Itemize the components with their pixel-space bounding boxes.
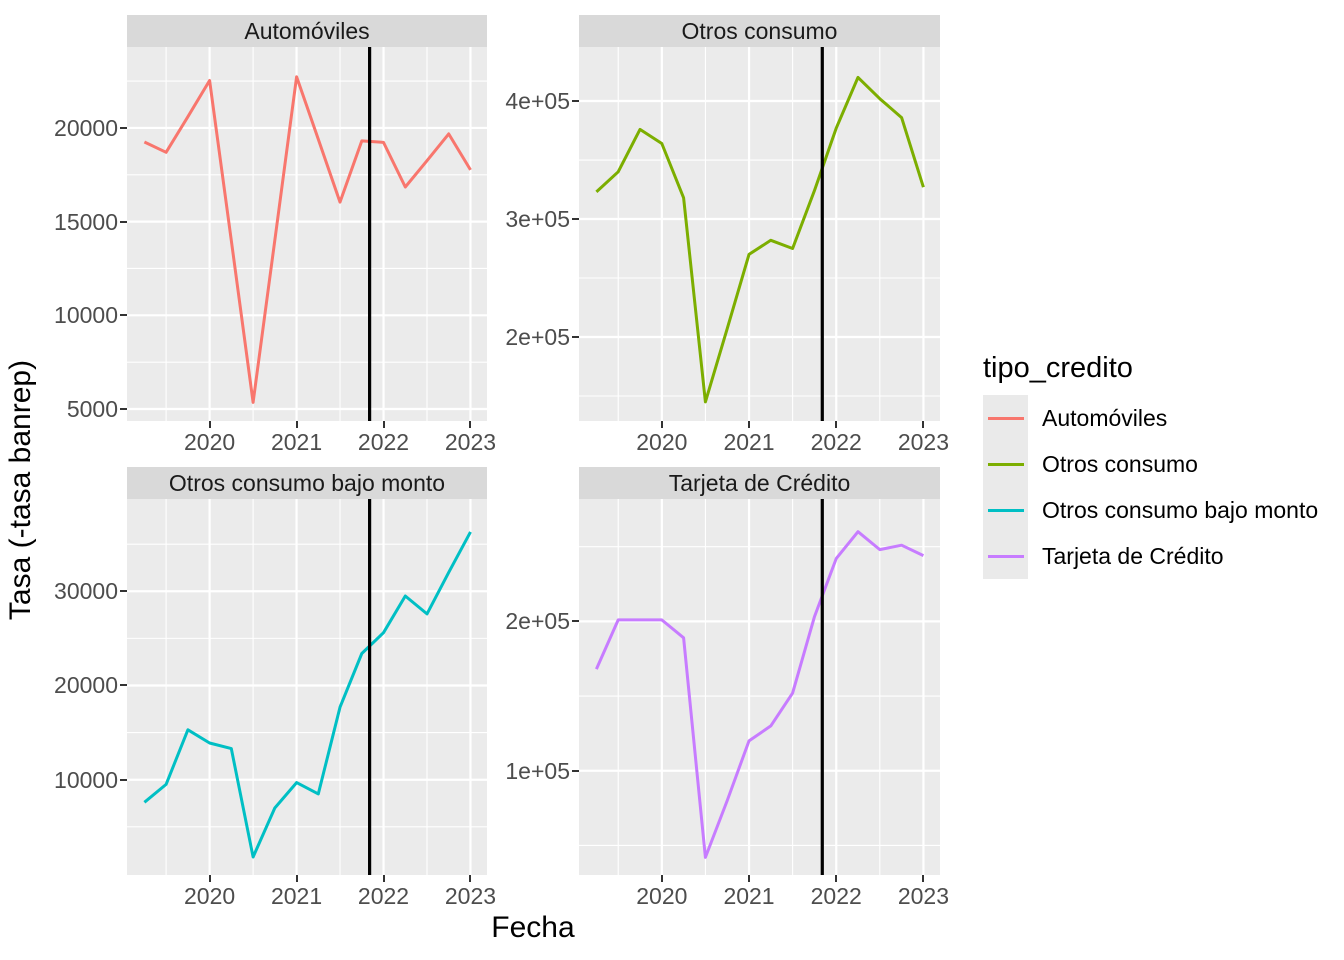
legend-title: tipo_credito — [983, 352, 1133, 384]
x-tick-mark — [295, 875, 298, 882]
legend-key-line-icon — [987, 554, 1024, 558]
legend-item-label: Tarjeta de Crédito — [1042, 542, 1224, 569]
x-tick-label: 2023 — [444, 429, 497, 455]
x-tick-mark — [208, 421, 211, 428]
series-line — [143, 531, 472, 859]
panel-otros-consumo: Otros consumo — [579, 15, 940, 421]
legend-item-label: Otros consumo — [1042, 450, 1198, 477]
legend-key-line-icon — [987, 508, 1024, 512]
y-tick-label: 3e+05 — [505, 206, 570, 233]
y-tick-label: 4e+05 — [505, 88, 570, 115]
y-tick-mark — [572, 218, 579, 221]
legend-items: Automóviles Otros consumo Otros consumo ba… — [983, 395, 1318, 579]
facet-strip: Otros consumo — [579, 15, 940, 47]
series-line — [595, 530, 925, 859]
x-tick-label: 2022 — [357, 883, 410, 909]
x-axis-title: Fecha — [491, 911, 575, 944]
x-tick-mark — [382, 875, 385, 882]
y-tick-label: 10000 — [54, 766, 118, 793]
x-tick-label: 2021 — [270, 429, 323, 455]
x-tick-label: 2020 — [184, 429, 236, 455]
legend-key — [983, 487, 1028, 533]
x-tick-mark — [748, 875, 751, 882]
legend-key — [983, 441, 1028, 487]
legend: tipo_credito Automóviles Otros consumo Otr… — [983, 352, 1318, 579]
y-tick-mark — [572, 620, 579, 623]
y-tick-mark — [120, 126, 127, 129]
legend-item-label: Automóviles — [1042, 404, 1168, 431]
y-tick-mark — [572, 335, 579, 338]
series-line — [143, 75, 472, 404]
y-tick-mark — [120, 590, 127, 593]
y-tick-mark — [120, 408, 127, 410]
legend-item: Otros consumo — [983, 441, 1318, 487]
facet-strip: Otros consumo bajo monto — [127, 467, 487, 499]
x-tick-label: 2022 — [357, 429, 410, 455]
x-tick-label: 2023 — [897, 429, 949, 455]
y-tick-label: 10000 — [54, 302, 118, 329]
x-tick-mark — [922, 421, 925, 428]
x-tick-label: 2021 — [723, 429, 775, 455]
legend-key — [983, 395, 1028, 441]
x-tick-label: 2020 — [184, 883, 236, 909]
series-line — [595, 75, 925, 404]
legend-item: Tarjeta de Crédito — [983, 533, 1318, 579]
legend-key-line-icon — [987, 462, 1024, 466]
x-tick-mark — [469, 421, 472, 428]
x-tick-label: 2023 — [444, 883, 497, 909]
plot-area-otros-consumo-bajo-monto — [127, 499, 487, 875]
x-tick-mark — [835, 875, 838, 882]
y-tick-mark — [572, 100, 579, 103]
y-tick-label: 1e+05 — [505, 757, 570, 784]
y-tick-mark — [120, 220, 127, 223]
y-tick-label: 15000 — [54, 208, 118, 235]
x-tick-label: 2021 — [270, 883, 323, 909]
y-tick-mark — [120, 314, 127, 317]
x-tick-label: 2020 — [636, 429, 688, 455]
x-tick-mark — [382, 421, 385, 428]
facet-strip: Automóviles — [127, 15, 487, 47]
x-tick-label: 2020 — [636, 883, 688, 909]
plot-area-automoviles — [127, 47, 487, 421]
plot-area-otros-consumo — [579, 47, 940, 421]
y-tick-label: 20000 — [54, 114, 118, 141]
y-tick-mark — [120, 684, 127, 687]
x-tick-label: 2023 — [897, 883, 949, 909]
facet-strip-label: Otros consumo bajo monto — [168, 469, 446, 496]
x-tick-label: 2022 — [810, 429, 862, 455]
legend-item: Otros consumo bajo monto — [983, 487, 1318, 533]
facet-strip: Tarjeta de Crédito — [579, 467, 940, 499]
facet-strip-label: Otros consumo — [681, 17, 838, 44]
x-tick-label: 2022 — [810, 883, 862, 909]
facet-strip-label: Tarjeta de Crédito — [668, 469, 851, 496]
plot-area-tarjeta-de-credito — [579, 499, 940, 875]
y-tick-label: 20000 — [54, 672, 118, 699]
y-tick-label: 5000 — [66, 396, 118, 422]
legend-key-line-icon — [987, 416, 1024, 420]
x-tick-mark — [922, 875, 925, 882]
legend-item-label: Otros consumo bajo monto — [1042, 496, 1319, 523]
panel-tarjeta-de-credito: Tarjeta de Crédito — [579, 467, 940, 875]
y-tick-label: 2e+05 — [505, 323, 570, 350]
x-tick-mark — [660, 421, 663, 428]
y-tick-mark — [572, 769, 579, 772]
panel-otros-consumo-bajo-monto: Otros consumo bajo monto — [127, 467, 487, 875]
legend-key — [983, 533, 1028, 579]
y-tick-mark — [120, 778, 127, 781]
x-tick-mark — [835, 421, 838, 428]
x-tick-mark — [469, 875, 472, 882]
x-tick-mark — [208, 875, 211, 882]
legend-item: Automóviles — [983, 395, 1318, 441]
y-tick-label: 2e+05 — [505, 608, 570, 635]
facet-strip-label: Automóviles — [244, 17, 370, 44]
x-tick-mark — [748, 421, 751, 428]
x-tick-mark — [660, 875, 663, 882]
panel-automoviles: Automóviles — [127, 15, 487, 421]
y-tick-label: 30000 — [54, 578, 118, 605]
x-tick-mark — [295, 421, 298, 428]
x-tick-label: 2021 — [723, 883, 775, 909]
